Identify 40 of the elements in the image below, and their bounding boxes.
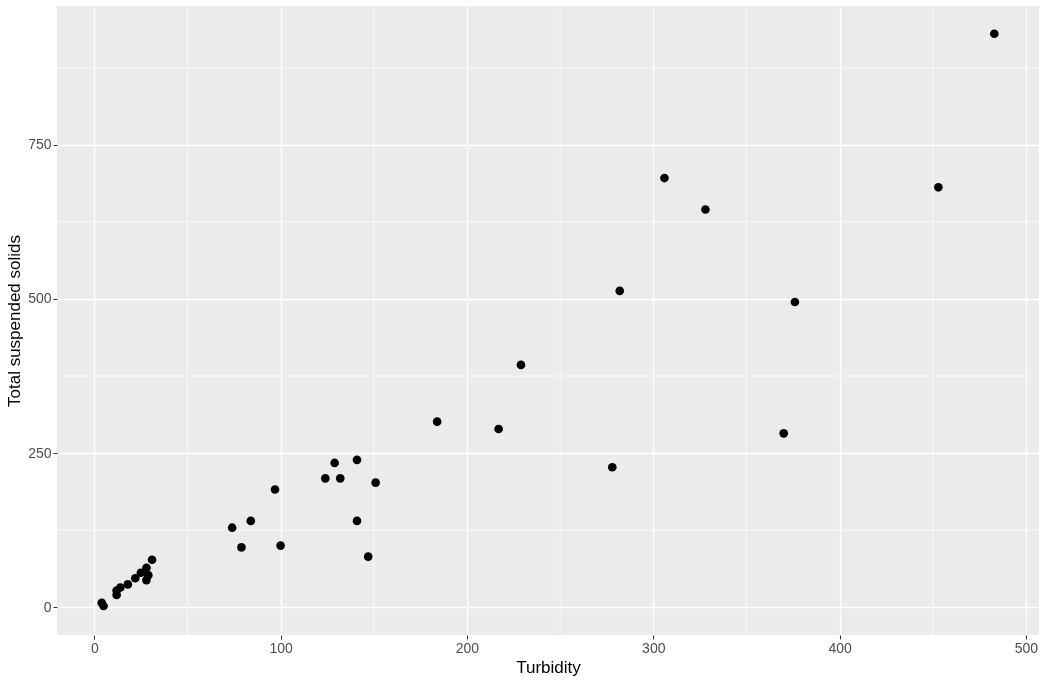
point (615, 286, 625, 296)
point (371, 478, 380, 487)
y-tick-label: 250 (28, 444, 52, 461)
point (123, 580, 133, 589)
point (147, 555, 157, 565)
point (130, 573, 140, 583)
x-axis-title: Turbidity (516, 657, 582, 677)
point (227, 523, 237, 533)
point (335, 474, 345, 483)
point (352, 455, 362, 465)
point (276, 541, 285, 550)
point (516, 360, 526, 370)
point (607, 462, 617, 472)
x-tick-label: 500 (1014, 639, 1039, 656)
point (790, 297, 800, 307)
point (352, 516, 362, 526)
point (701, 205, 710, 214)
point (494, 424, 503, 434)
point (270, 485, 280, 494)
x-tick-label: 400 (828, 639, 853, 656)
point (660, 173, 669, 183)
y-tick-label: 750 (28, 136, 52, 153)
y-tick-label: 0 (43, 598, 52, 615)
y-tick-label: 500 (28, 290, 52, 307)
x-tick-label: 300 (642, 639, 666, 656)
point (142, 563, 151, 573)
point (779, 429, 789, 438)
y-axis-title: Total suspended solids (5, 234, 25, 408)
x-tick-label: 0 (90, 639, 99, 656)
point (330, 458, 339, 468)
point (246, 516, 256, 526)
point (989, 29, 999, 39)
point (363, 552, 373, 561)
x-tick-label: 100 (269, 639, 293, 656)
point (237, 543, 246, 552)
x-tick-label: 200 (455, 639, 480, 656)
point (142, 575, 151, 585)
point (934, 182, 943, 192)
point (432, 417, 442, 426)
point (321, 474, 330, 483)
